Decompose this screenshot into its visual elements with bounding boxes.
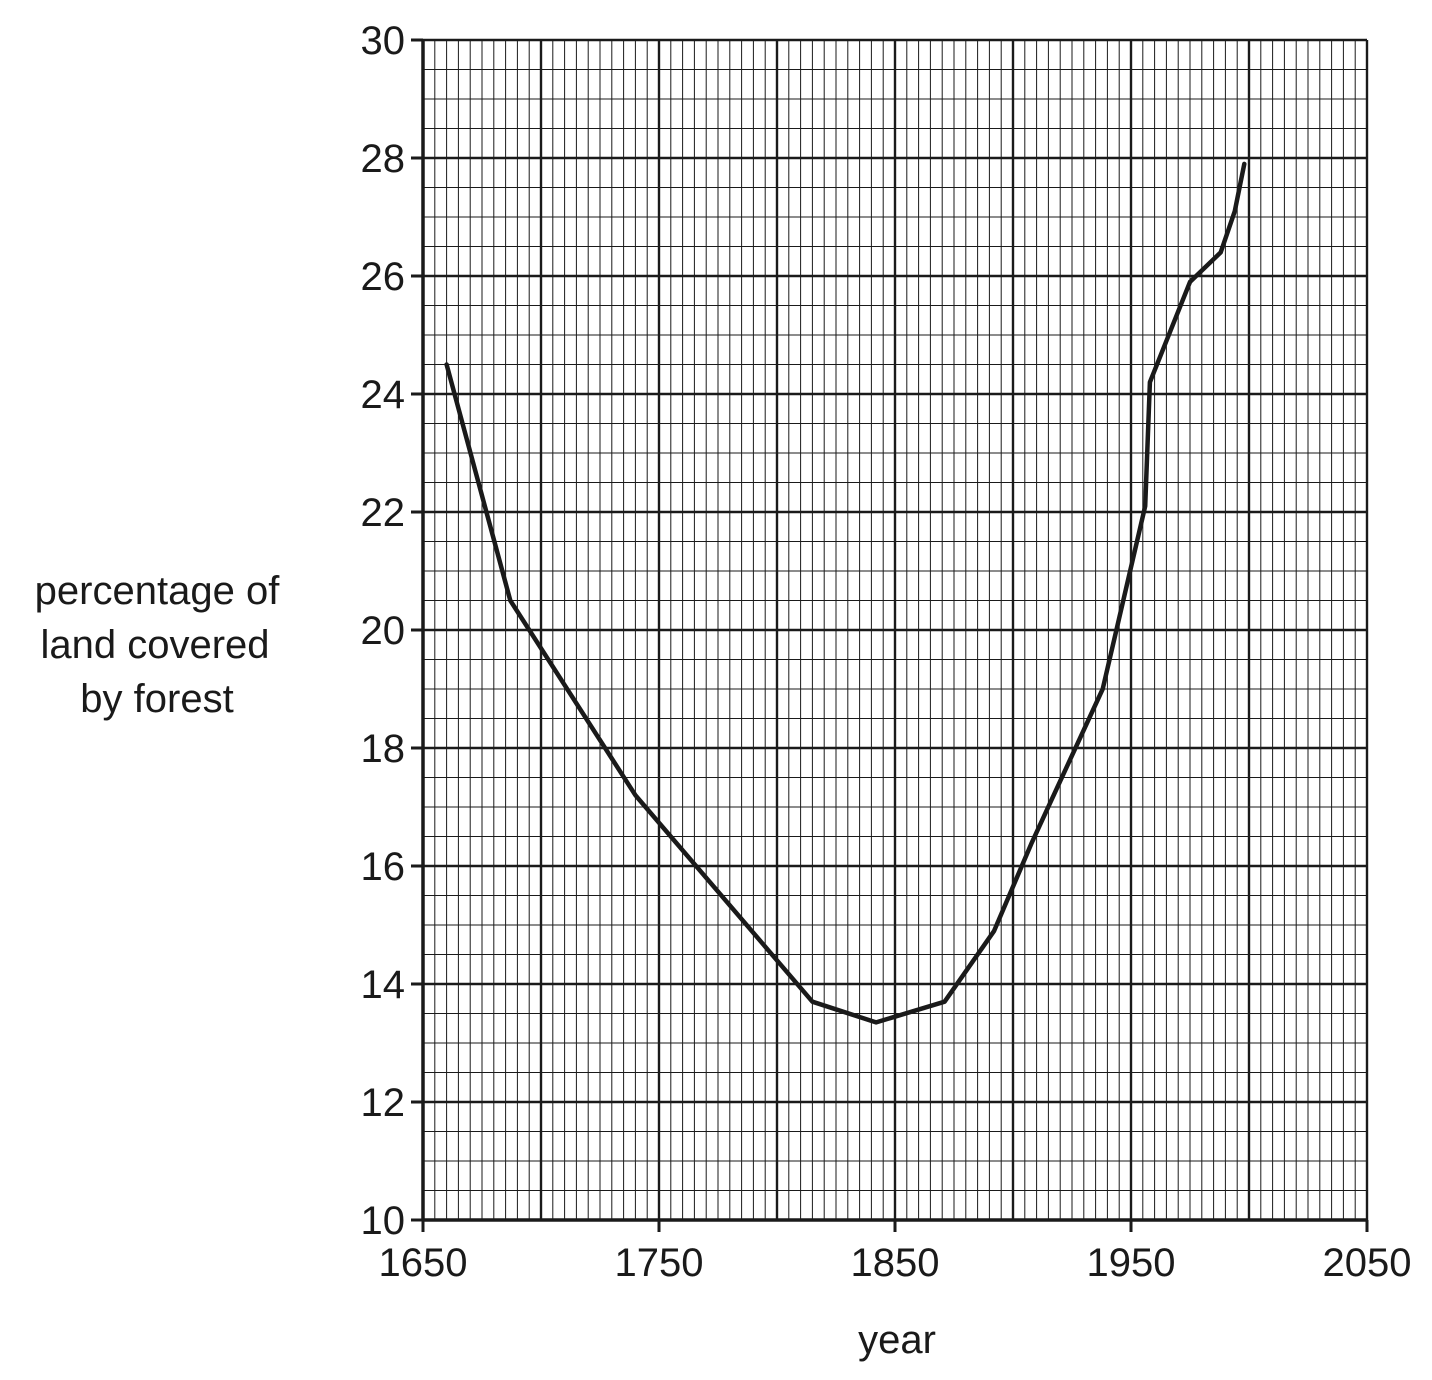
y-tick-label: 20 xyxy=(361,609,406,653)
y-axis-title-line-2: land covered xyxy=(40,623,269,667)
x-tick-label: 1950 xyxy=(1087,1241,1176,1285)
y-tick-label: 18 xyxy=(361,727,406,771)
axes xyxy=(411,38,1369,1232)
x-tick-label: 1750 xyxy=(615,1241,704,1285)
y-tick-label: 26 xyxy=(361,255,406,299)
x-tick-labels: 1650 1750 1850 1950 2050 xyxy=(379,1241,1412,1285)
y-axis-title-line-1: percentage of xyxy=(35,569,281,613)
y-tick-label: 28 xyxy=(361,137,406,181)
y-tick-label: 14 xyxy=(361,963,406,1007)
y-tick-label: 24 xyxy=(361,373,406,417)
y-axis-title-line-3: by forest xyxy=(80,677,233,721)
y-tick-label: 10 xyxy=(361,1199,406,1243)
y-tick-label: 12 xyxy=(361,1081,406,1125)
x-tick-label: 1650 xyxy=(379,1241,468,1285)
x-tick-label: 2050 xyxy=(1323,1241,1412,1285)
y-tick-label: 30 xyxy=(361,19,406,63)
forest-cover-line xyxy=(444,161,1247,1025)
series-layer xyxy=(444,161,1247,1025)
y-tick-label: 16 xyxy=(361,845,406,889)
y-axis-title: percentage of land covered by forest xyxy=(35,569,281,721)
y-tick-labels: 10 12 14 16 18 20 22 24 26 28 30 xyxy=(361,19,406,1243)
x-axis-title: year xyxy=(858,1318,936,1362)
major-grid xyxy=(423,40,1367,1220)
y-tick-label: 22 xyxy=(361,491,406,535)
x-tick-label: 1850 xyxy=(851,1241,940,1285)
